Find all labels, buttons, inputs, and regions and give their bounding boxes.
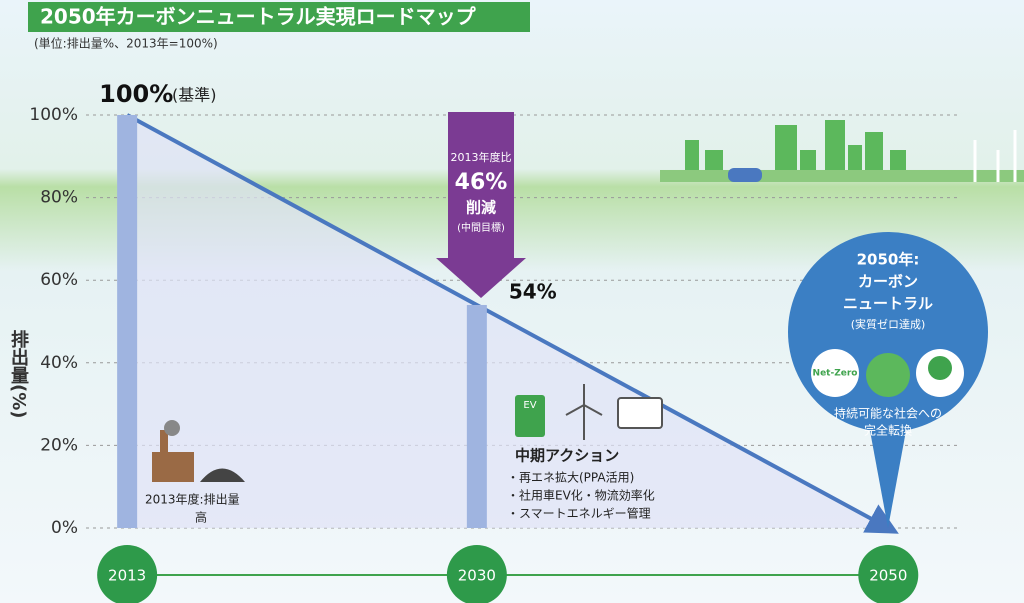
action-item: ・社用車EV化・物流効率化 (507, 488, 655, 503)
car-icon (728, 168, 762, 182)
earth-icon (866, 353, 910, 397)
subtitle: (単位:排出量%、2013年=100%) (34, 36, 218, 51)
y-tick-label: 80% (40, 188, 78, 208)
x-tick-label: 2030 (458, 567, 496, 585)
monitor-icon (617, 397, 663, 429)
city-skyline (660, 120, 1024, 182)
goal-pointer (868, 420, 908, 528)
y-tick-label: 60% (40, 270, 78, 290)
reduction-arrow (436, 112, 526, 298)
reduction-text: 46% (455, 170, 508, 195)
x-tick-label: 2013 (108, 567, 146, 585)
y-tick-label: 40% (40, 353, 78, 373)
bar (117, 115, 138, 528)
chart-title: 2050年カーボンニュートラル実現ロードマップ (40, 5, 477, 29)
goal-text: カーボン (858, 273, 918, 291)
reduction-text: (中間目標) (457, 221, 505, 234)
start-note: 高 (195, 510, 207, 525)
value-label: 100% (99, 80, 173, 108)
wind-icon (565, 384, 603, 440)
x-tick-label: 2050 (869, 567, 907, 585)
factory-icon (152, 420, 245, 482)
action-item: ・スマートエネルギー管理 (507, 506, 651, 521)
start-note: 2013年度:排出量 (145, 492, 240, 507)
title-badge (28, 2, 530, 32)
y-tick-label: 0% (51, 518, 78, 538)
action-title: 中期アクション (515, 447, 619, 465)
action-item: ・再エネ拡大(PPA活用) (507, 471, 634, 485)
area (127, 115, 889, 528)
y-axis-label: 排出量(%) (8, 329, 29, 419)
reduction-text: 削減 (466, 199, 496, 217)
goal-text: ニュートラル (843, 295, 933, 313)
y-tick-label: 20% (40, 435, 78, 455)
value-label: 54% (509, 279, 557, 303)
tree-crown (928, 356, 952, 380)
netzero-text: Net-Zero (813, 369, 858, 379)
ev-icon-label: EV (523, 400, 536, 411)
reduction-text: 2013年度比 (451, 150, 512, 164)
x-tick-marker (858, 545, 919, 603)
x-tick-marker (446, 545, 507, 603)
y-tick-label: 100% (29, 105, 78, 125)
ev-charger-icon (515, 395, 545, 437)
goal-text: (実質ゼロ達成) (851, 317, 926, 331)
bar (466, 304, 487, 528)
goal-text: 2050年: (857, 251, 920, 269)
x-tick-marker (97, 545, 158, 603)
base-note: (基準) (172, 86, 217, 105)
goal-footer: 持続可能な社会への (834, 406, 942, 421)
goal-footer: 完全転換 (864, 423, 912, 438)
netzero-badge (811, 349, 859, 397)
wind-turbines (973, 130, 1017, 182)
